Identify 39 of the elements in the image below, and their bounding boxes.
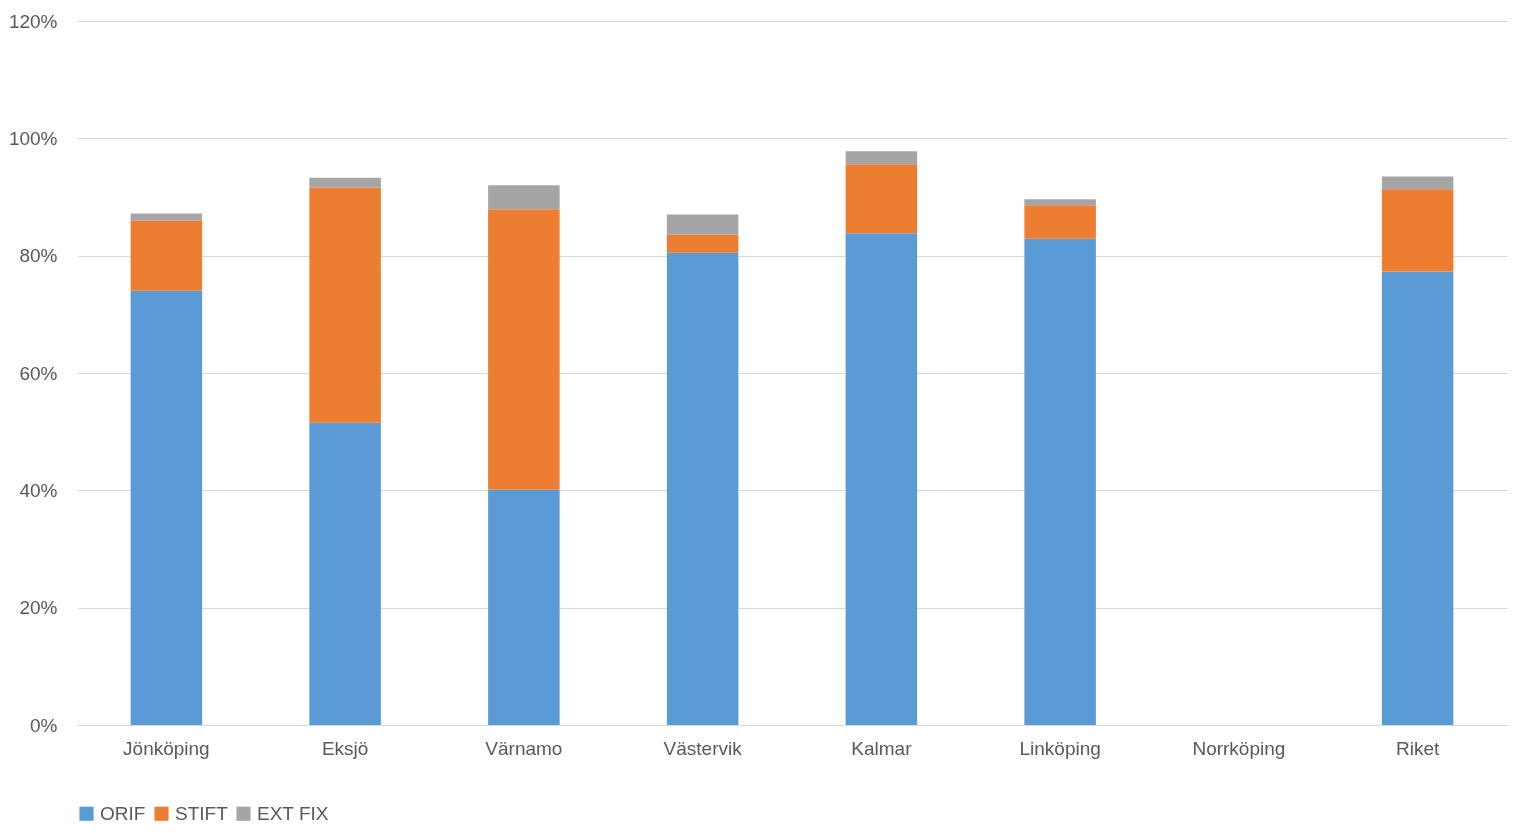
y-tick-label: 20%: [19, 597, 58, 619]
y-tick-label: 0%: [30, 714, 58, 736]
bar: [845, 233, 918, 725]
x-tick-label: Linköping: [1019, 737, 1101, 759]
x-tick-label: Norrköping: [1192, 737, 1286, 759]
x-tick-label: Västervik: [663, 737, 743, 759]
bar: [309, 187, 381, 423]
legend-label: STIFT: [175, 802, 229, 824]
bar: [130, 220, 203, 291]
bar: [1381, 189, 1454, 272]
bar: [1381, 271, 1454, 725]
bar: [1381, 176, 1454, 190]
x-tick-label: Värnamo: [485, 737, 563, 759]
bar: [1024, 205, 1096, 239]
bar: [130, 213, 203, 221]
bar: [309, 422, 381, 725]
bar: [845, 151, 918, 165]
bar: [666, 234, 739, 253]
x-tick-label: Kalmar: [851, 737, 913, 759]
y-tick-label: 40%: [19, 479, 58, 501]
x-tick-label: Eksjö: [321, 737, 369, 759]
y-tick-label: 120%: [8, 10, 58, 32]
bar: [1024, 199, 1096, 206]
bar: [845, 164, 918, 234]
bar: [1024, 238, 1096, 725]
bar: [130, 290, 203, 725]
y-tick-label: 60%: [19, 362, 58, 384]
legend-label: EXT FIX: [257, 802, 329, 824]
x-tick-label: Jönköping: [123, 737, 210, 759]
legend-label: ORIF: [100, 802, 146, 824]
bar: [488, 209, 560, 490]
x-tick-label: Riket: [1395, 737, 1440, 759]
bar: [666, 252, 739, 725]
bar: [488, 489, 560, 725]
bar: [488, 185, 560, 210]
y-tick-label: 80%: [19, 245, 58, 267]
y-tick-label: 100%: [8, 127, 58, 149]
bar: [666, 214, 739, 235]
bar: [309, 177, 381, 188]
